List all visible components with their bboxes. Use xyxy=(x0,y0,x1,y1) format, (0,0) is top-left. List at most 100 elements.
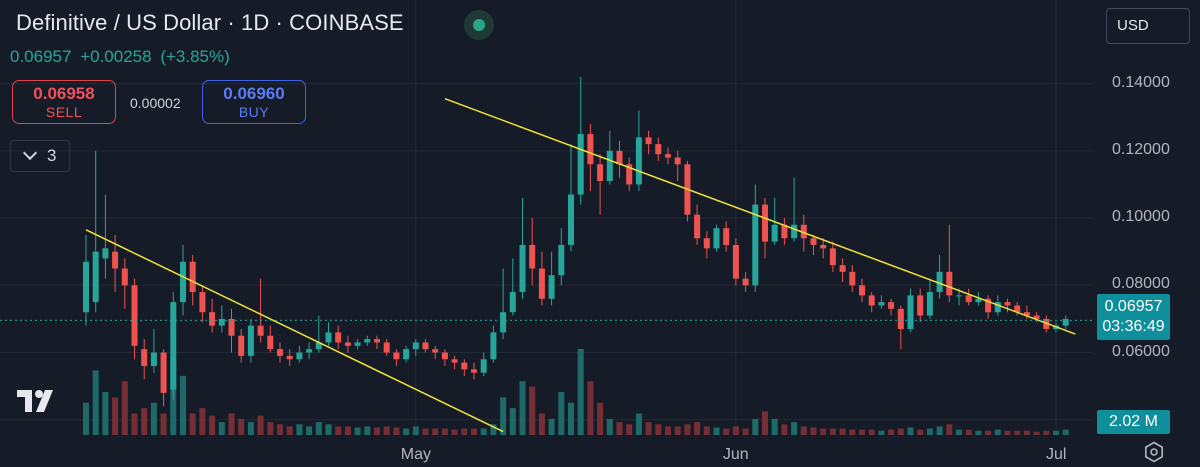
candle-body xyxy=(228,318,235,336)
volume-bar xyxy=(897,428,904,435)
volume-label: 2.02 M xyxy=(1097,410,1170,434)
volume-bar xyxy=(1053,430,1059,435)
tradingview-logo-icon[interactable] xyxy=(17,388,63,414)
candle-body xyxy=(325,332,332,343)
candle-body xyxy=(820,244,827,249)
candle-body xyxy=(364,339,371,343)
candle-body xyxy=(907,295,914,330)
candle-body xyxy=(344,342,351,346)
symbol-title[interactable]: Definitive / US Dollar · 1D · COINBASE xyxy=(16,10,404,35)
status-dot-icon[interactable] xyxy=(464,10,494,40)
settings-icon[interactable] xyxy=(1143,441,1165,463)
volume-bar xyxy=(228,413,235,435)
candle-body xyxy=(878,302,885,306)
volume-bar xyxy=(577,349,584,435)
currency-select[interactable]: USD xyxy=(1106,8,1190,44)
candle-body xyxy=(374,339,380,343)
volume-bar xyxy=(684,424,691,435)
candle-body xyxy=(102,248,109,259)
volume-bar xyxy=(364,426,371,435)
volume-bar xyxy=(878,430,885,435)
candle-body xyxy=(771,224,778,242)
volume-bar xyxy=(257,415,264,435)
volume-bar xyxy=(781,424,788,435)
volume-bar xyxy=(209,415,216,435)
volume-bar xyxy=(1023,430,1030,435)
volume-bar xyxy=(471,428,477,435)
last-price-label: 0.06957 03:36:49 xyxy=(1097,294,1170,340)
candle-body xyxy=(92,251,99,303)
candle-body xyxy=(412,342,419,350)
volume-bar xyxy=(597,402,604,435)
volume-bar xyxy=(975,430,982,435)
candle-body xyxy=(888,302,895,309)
volume-bar xyxy=(936,426,943,435)
volume-bar xyxy=(888,429,895,435)
candle-body xyxy=(306,349,313,353)
volume-bar xyxy=(267,422,274,435)
volume-bar xyxy=(1033,431,1040,435)
volume-bars xyxy=(83,349,1069,435)
candle-body xyxy=(490,332,497,360)
candle-body xyxy=(199,292,206,313)
candle-body xyxy=(277,349,283,356)
volume-bar xyxy=(112,397,119,435)
sell-button[interactable]: 0.06958 SELL xyxy=(12,80,116,124)
indicators-toggle[interactable]: 3 xyxy=(10,140,70,172)
buy-price: 0.06960 xyxy=(223,84,285,103)
y-tick-label: 0.12000 xyxy=(1112,140,1170,158)
volume-bar xyxy=(742,428,749,435)
volume-bar xyxy=(829,428,836,435)
buy-button[interactable]: 0.06960 BUY xyxy=(202,80,306,124)
volume-bar xyxy=(480,428,487,435)
volume-bar xyxy=(694,422,701,435)
volume-bar xyxy=(956,429,962,435)
y-tick-label: 0.10000 xyxy=(1112,208,1170,226)
candle-body xyxy=(791,224,798,239)
volume-bar xyxy=(917,429,924,435)
candle-body xyxy=(635,137,642,185)
candle-body xyxy=(723,228,730,245)
candle-body xyxy=(577,134,584,195)
volume-bar xyxy=(92,370,99,435)
candle-body xyxy=(180,261,186,303)
candle-body xyxy=(597,164,604,182)
candle-body xyxy=(994,302,1001,313)
candle-body xyxy=(218,318,225,326)
trendlines xyxy=(85,98,1076,433)
candle-body xyxy=(1014,305,1021,313)
volume-bar xyxy=(383,426,390,435)
candle-body xyxy=(83,261,89,313)
volume-bar xyxy=(820,428,827,435)
candle-body xyxy=(1004,302,1011,306)
candle-body xyxy=(626,164,633,185)
candle-body xyxy=(538,268,545,299)
volume-bar xyxy=(199,408,206,435)
volume-bar xyxy=(752,418,759,435)
candle-body xyxy=(150,352,157,366)
candle-body xyxy=(897,308,904,330)
volume-bar xyxy=(800,426,807,435)
candle-body xyxy=(946,271,953,296)
volume-bar xyxy=(1043,430,1050,435)
volume-bar xyxy=(568,402,574,435)
volume-bar xyxy=(606,418,613,435)
candle-body xyxy=(859,285,865,296)
candle-body xyxy=(403,349,410,360)
candle-body xyxy=(936,271,943,293)
sell-price: 0.06958 xyxy=(33,84,95,103)
volume-bar xyxy=(131,413,138,435)
volume-bar xyxy=(635,413,642,435)
candle-body xyxy=(170,302,177,390)
candle-body xyxy=(286,355,293,360)
volume-bar xyxy=(509,408,516,435)
candle-body xyxy=(587,134,594,165)
candle-body xyxy=(529,244,536,269)
candle-body xyxy=(509,292,516,313)
candle-body xyxy=(606,150,613,182)
chevron-down-icon xyxy=(22,145,38,161)
volume-bar xyxy=(150,402,157,435)
volume-bar xyxy=(810,427,817,435)
x-tick-label: Jun xyxy=(722,446,749,463)
